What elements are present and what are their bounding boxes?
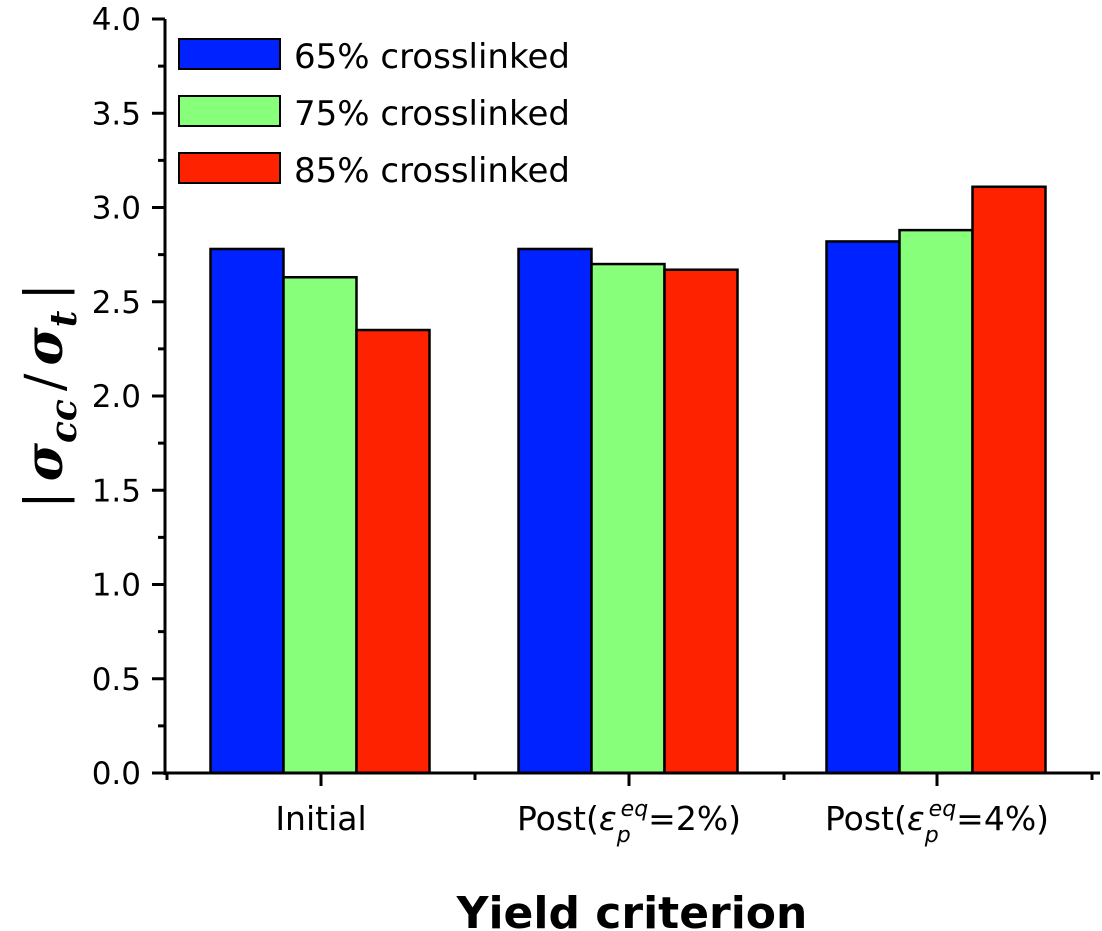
y-label-sigma-t: σ	[14, 327, 75, 366]
y-tick-label: 0.0	[92, 756, 141, 792]
x-tick-label: Initial	[275, 799, 366, 838]
y-ticks-group: 0.0 0.5 1.0 1.5 2.0 2.5 3.0 3.5 4.0	[92, 2, 165, 792]
bar-1-group-2	[517, 247, 593, 775]
x-tick-label: Post(εpeq=2%)	[517, 797, 741, 848]
y-tick-label: 4.0	[92, 2, 141, 38]
legend-label-2: 75% crosslinked	[294, 94, 570, 134]
y-label-abs-right: |	[15, 283, 75, 301]
bars-group	[209, 185, 1047, 775]
bar-2-group-2	[590, 262, 666, 775]
bar-1-group-3	[825, 240, 901, 775]
svg-text:|σcc/σt|: |σcc/σt|	[14, 283, 85, 509]
bar-3-group-3	[971, 185, 1047, 775]
legend-swatch-2	[178, 95, 281, 127]
y-tick-label: 1.0	[92, 568, 141, 604]
bar-2-group-1	[282, 275, 358, 775]
y-label-abs-left: |	[15, 491, 75, 509]
legend: 65% crosslinked 75% crosslinked 85% crossl…	[178, 37, 570, 191]
y-tick-label: 2.0	[92, 379, 141, 415]
legend-label-3: 85% crosslinked	[294, 151, 570, 191]
y-tick-label: 2.5	[92, 285, 141, 321]
x-ticks-group: Initial Post(εpeq=2%) Post(εpeq=4%)	[165, 773, 1094, 848]
legend-swatch-3	[178, 152, 281, 184]
bar-3-group-1	[355, 328, 431, 775]
y-label-slash: /	[15, 373, 75, 391]
y-label-sub-t: t	[43, 310, 85, 327]
y-tick-label: 3.5	[92, 96, 141, 132]
y-tick-label: 3.0	[92, 191, 141, 227]
bar-1-group-1	[209, 247, 285, 775]
legend-label-1: 65% crosslinked	[294, 37, 570, 77]
bar-3-group-2	[663, 268, 739, 775]
x-axis-label: Yield criterion	[456, 888, 808, 931]
bar-2-group-3	[898, 228, 974, 775]
y-label-sub-cc: cc	[43, 399, 85, 443]
y-label-sigma-cc: σ	[14, 442, 75, 481]
y-tick-label: 0.5	[92, 662, 141, 698]
legend-swatch-1	[178, 38, 281, 70]
y-tick-label: 1.5	[92, 473, 141, 509]
y-axis-label: |σcc/σt|	[14, 283, 85, 509]
x-tick-label: Post(εpeq=4%)	[825, 797, 1049, 848]
